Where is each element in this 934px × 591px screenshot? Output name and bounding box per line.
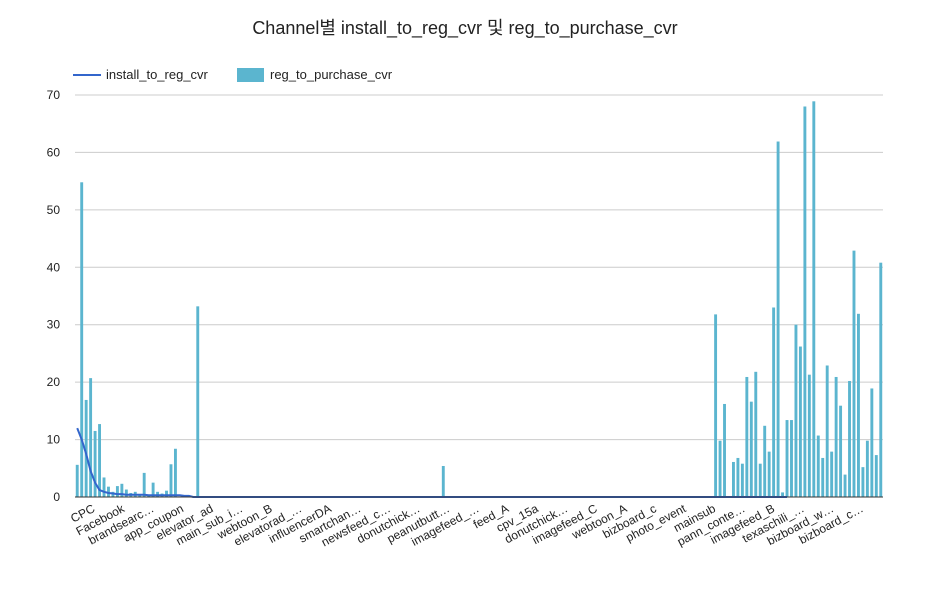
bar [98,424,101,497]
bar [852,250,856,497]
y-tick-label: 50 [47,203,61,217]
bar [861,467,865,497]
bar [120,483,124,497]
y-tick-label: 30 [47,318,61,332]
bar [142,472,146,497]
bar [839,405,843,497]
legend: install_to_reg_cvr reg_to_purchase_cvr [73,67,393,82]
bar [740,463,744,497]
bar [165,490,168,497]
y-tick-label: 0 [53,490,60,504]
bar [763,425,767,497]
bar [816,435,820,497]
bar [874,455,878,497]
bar [843,474,847,497]
legend-label-reg-to-purchase-cvr: reg_to_purchase_cvr [270,67,393,82]
y-tick-label: 20 [47,375,61,389]
bar [825,365,829,497]
y-tick-label: 60 [47,145,61,159]
bar [790,420,793,497]
bar [723,403,726,497]
bar-series-reg-to-purchase-cvr [75,101,883,498]
bar [169,464,173,497]
bar [758,463,762,497]
x-axis-ticks: CPCFacebookbrandsearc…app_couponelevator… [68,501,865,550]
bar [821,457,825,497]
bar [848,380,851,497]
bar [718,440,722,497]
legend-label-install-to-reg-cvr: install_to_reg_cvr [106,67,209,82]
bar [754,371,758,497]
bar [714,314,718,497]
line-series-install-to-reg-cvr [76,427,788,498]
bar [830,451,834,497]
bar [84,399,88,497]
gridlines [75,94,883,441]
bar [807,374,811,497]
bar [745,376,749,497]
bar [834,376,838,497]
bar [75,464,79,497]
bar [441,465,445,497]
bar [124,489,128,497]
bar [803,106,807,498]
legend-bar-swatch [237,68,264,82]
bar [865,440,869,497]
bar [173,448,177,497]
bar [776,141,780,497]
y-tick-label: 70 [47,88,61,102]
bar [785,420,789,497]
bar [736,457,740,497]
bar [772,307,776,497]
bar [857,313,860,497]
bar [102,477,106,497]
bar [196,306,200,497]
bar [879,262,883,497]
bar [151,482,155,497]
bar [80,182,84,498]
y-tick-label: 40 [47,260,61,274]
bar [767,451,771,497]
bar [107,486,110,497]
bar [794,324,798,497]
bar [798,346,802,497]
bar [749,401,753,497]
y-axis-ticks: 0 10 20 30 40 50 60 70 [47,88,61,504]
bar [870,388,874,497]
bar [781,492,785,497]
bar [89,378,93,497]
chart-title: Channel별 install_to_reg_cvr 및 reg_to_pur… [252,18,677,39]
bar [115,486,119,497]
y-tick-label: 10 [47,433,61,447]
bar [812,101,816,497]
bar [732,461,735,497]
line-path [76,427,788,498]
bar [93,430,97,497]
